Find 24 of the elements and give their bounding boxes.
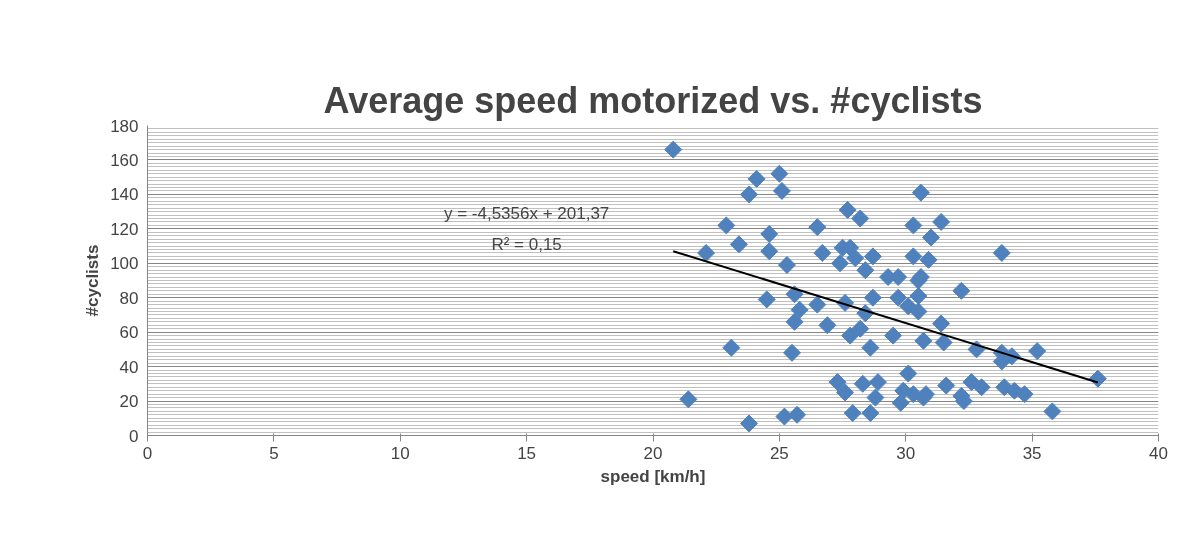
x-tick-label: 30	[896, 443, 916, 463]
y-tick-label: 180	[110, 116, 139, 136]
x-tick-label: 35	[1022, 443, 1042, 463]
chart-title: Average speed motorized vs. #cyclists	[323, 79, 983, 121]
y-tick-label: 20	[119, 392, 139, 412]
y-axis-title: #cyclists	[83, 244, 103, 317]
x-tick-label: 40	[1149, 443, 1168, 463]
y-tick-label: 60	[119, 323, 139, 343]
y-tick-label: 40	[119, 357, 139, 377]
x-axis-title: speed [km/h]	[600, 466, 706, 486]
y-tick-label: 0	[129, 426, 139, 446]
y-tick-label: 80	[119, 288, 139, 308]
annotation: R² = 0,15	[491, 234, 562, 254]
annotation: y = -4,5356x + 201,37	[443, 203, 610, 223]
x-tick-label: 0	[142, 443, 153, 463]
x-tick-label: 10	[390, 443, 410, 463]
y-tick-label: 120	[110, 219, 139, 239]
x-tick-label: 25	[769, 443, 789, 463]
y-tick-label: 140	[110, 185, 139, 205]
x-tick-label: 5	[269, 443, 279, 463]
x-tick-label: 15	[517, 443, 537, 463]
y-tick-label: 100	[110, 254, 139, 274]
x-tick-label: 20	[643, 443, 663, 463]
y-tick-label: 160	[110, 150, 139, 170]
